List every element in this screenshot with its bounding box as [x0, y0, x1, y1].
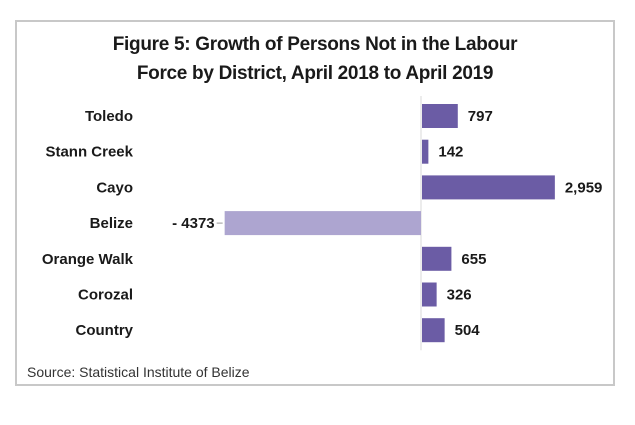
data-label: - 4373 — [172, 215, 215, 232]
chart-title-line-1: Figure 5: Growth of Persons Not in the L… — [112, 34, 518, 55]
chart-frame — [15, 20, 615, 386]
chart-title-line-2: Force by District, April 2018 to April 2… — [136, 63, 494, 84]
data-label: 326 — [447, 287, 472, 304]
category-label: Stann Creek — [45, 144, 133, 161]
data-label: 655 — [461, 251, 486, 268]
bar-cayo — [422, 175, 555, 200]
bar-toledo — [422, 104, 458, 128]
bar-belize — [224, 211, 421, 236]
bar-stann-creek — [422, 139, 429, 164]
bar-country — [422, 318, 445, 343]
data-label: 142 — [438, 144, 463, 161]
chart-title: Figure 5: Growth of Persons Not in the L… — [15, 30, 615, 88]
data-label: 504 — [455, 322, 481, 339]
category-label: Country — [76, 322, 134, 339]
category-label: Toledo — [85, 108, 133, 125]
bar-corozal — [422, 282, 437, 307]
category-label: Cayo — [96, 179, 133, 196]
category-label: Belize — [90, 215, 133, 232]
category-label: Corozal — [78, 287, 133, 304]
category-label: Orange Walk — [42, 251, 134, 268]
source-note: Source: Statistical Institute of Belize — [27, 364, 250, 380]
data-label: 797 — [468, 108, 493, 125]
bar-orange-walk — [422, 246, 452, 271]
data-label: 2,959 — [565, 179, 603, 196]
